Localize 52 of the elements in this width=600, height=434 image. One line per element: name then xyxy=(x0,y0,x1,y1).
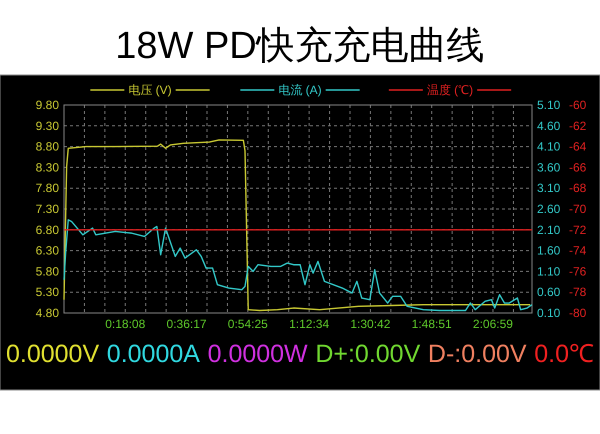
x-tick-label: 0:18:08 xyxy=(105,317,146,331)
legend-label: 电压 (V) xyxy=(128,83,172,97)
text: 0.0℃ xyxy=(534,340,594,368)
y-tick-label: 6.30 xyxy=(36,244,60,258)
x-tick-label: 1:48:51 xyxy=(412,317,452,331)
x-tick-label: 0:54:25 xyxy=(228,317,268,331)
chart-title: 18W PD快充充电曲线 xyxy=(115,25,485,67)
y-tick-label: 9.80 xyxy=(36,98,60,112)
y-tick-label: 6.80 xyxy=(36,222,60,237)
y-tick-label: 8.80 xyxy=(36,140,60,154)
legend-label: 温度 (℃) xyxy=(426,83,474,97)
text: 0.0000A xyxy=(106,340,200,368)
x-tick-label: 1:30:42 xyxy=(350,317,391,331)
y2-tick-label: 3.10 xyxy=(537,181,561,196)
y3-tick-label: -62 xyxy=(569,118,587,133)
y3-tick-label: -76 xyxy=(569,264,587,278)
y3-tick-label: -66 xyxy=(569,160,587,174)
y2-tick-label: 0.10 xyxy=(537,306,561,320)
y3-tick-label: -74 xyxy=(569,244,587,258)
y2-tick-label: 4.60 xyxy=(537,118,561,133)
y-tick-label: 8.30 xyxy=(36,160,60,174)
y3-tick-label: -64 xyxy=(569,140,587,154)
y-tick-label: 7.80 xyxy=(36,181,60,196)
y2-tick-label: 3.60 xyxy=(537,160,561,174)
legend-label: 电流 (A) xyxy=(278,83,322,97)
y2-tick-label: 1.10 xyxy=(537,264,561,278)
y3-tick-label: -72 xyxy=(569,222,587,237)
text: D+:0.00V xyxy=(315,340,421,368)
y3-tick-label: -68 xyxy=(569,181,587,196)
y2-tick-label: 2.60 xyxy=(537,202,561,216)
y-tick-label: 9.30 xyxy=(36,118,60,133)
text: 0.0000W xyxy=(208,340,308,368)
y2-tick-label: 0.60 xyxy=(537,285,561,300)
y-tick-label: 7.30 xyxy=(36,202,60,216)
y2-tick-label: 4.10 xyxy=(537,140,561,154)
x-tick-label: 0:36:17 xyxy=(166,317,207,331)
text: 0.0000V xyxy=(6,340,100,368)
y3-tick-label: -80 xyxy=(569,306,587,320)
y2-tick-label: 1.60 xyxy=(537,244,561,258)
line-series xyxy=(63,139,531,312)
text: D-:0.00V xyxy=(428,340,527,368)
x-tick-label: 1:12:34 xyxy=(289,317,330,331)
y-tick-label: 4.80 xyxy=(36,306,60,320)
y2-tick-label: 2.10 xyxy=(537,222,561,237)
y3-tick-label: -60 xyxy=(569,98,587,112)
y3-tick-label: -78 xyxy=(569,285,587,300)
y-tick-label: 5.80 xyxy=(36,264,60,278)
x-tick-label: 2:06:59 xyxy=(472,317,514,331)
line-series xyxy=(63,219,533,312)
y3-tick-label: -70 xyxy=(569,202,587,216)
y2-tick-label: 5.10 xyxy=(537,98,561,112)
y-tick-label: 5.30 xyxy=(36,285,60,300)
